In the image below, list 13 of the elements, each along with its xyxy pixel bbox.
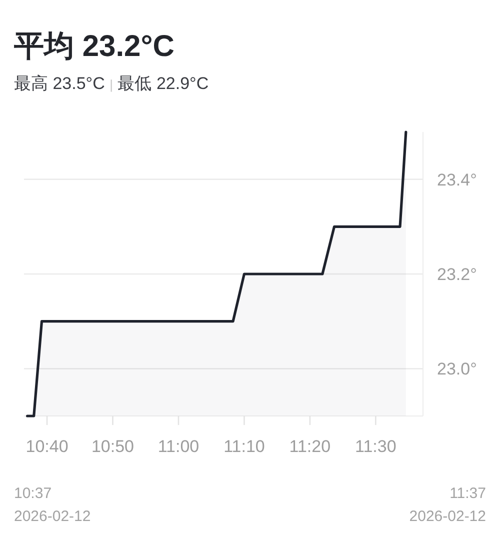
y-tick-label: 23.4° (437, 170, 477, 190)
y-tick-label: 23.0° (437, 360, 477, 379)
annotation: 11:37 2026-02-12 (409, 485, 486, 525)
x-tick-label: 11:20 (289, 437, 331, 456)
x-tick-label: 11:00 (158, 437, 200, 456)
x-tick-label: 11:10 (224, 437, 265, 456)
annotation: 10:37 2026-02-12 (14, 485, 91, 525)
y-tick-label: 23.2° (437, 265, 477, 284)
title: 平均 23.2°C (14, 30, 174, 63)
subtitle: 最高 23.5°C | 最低 22.9°C (14, 74, 209, 93)
x-tick-label: 11:30 (355, 437, 396, 456)
x-tick-label: 10:50 (91, 437, 134, 456)
x-tick-label: 10:40 (26, 437, 68, 456)
